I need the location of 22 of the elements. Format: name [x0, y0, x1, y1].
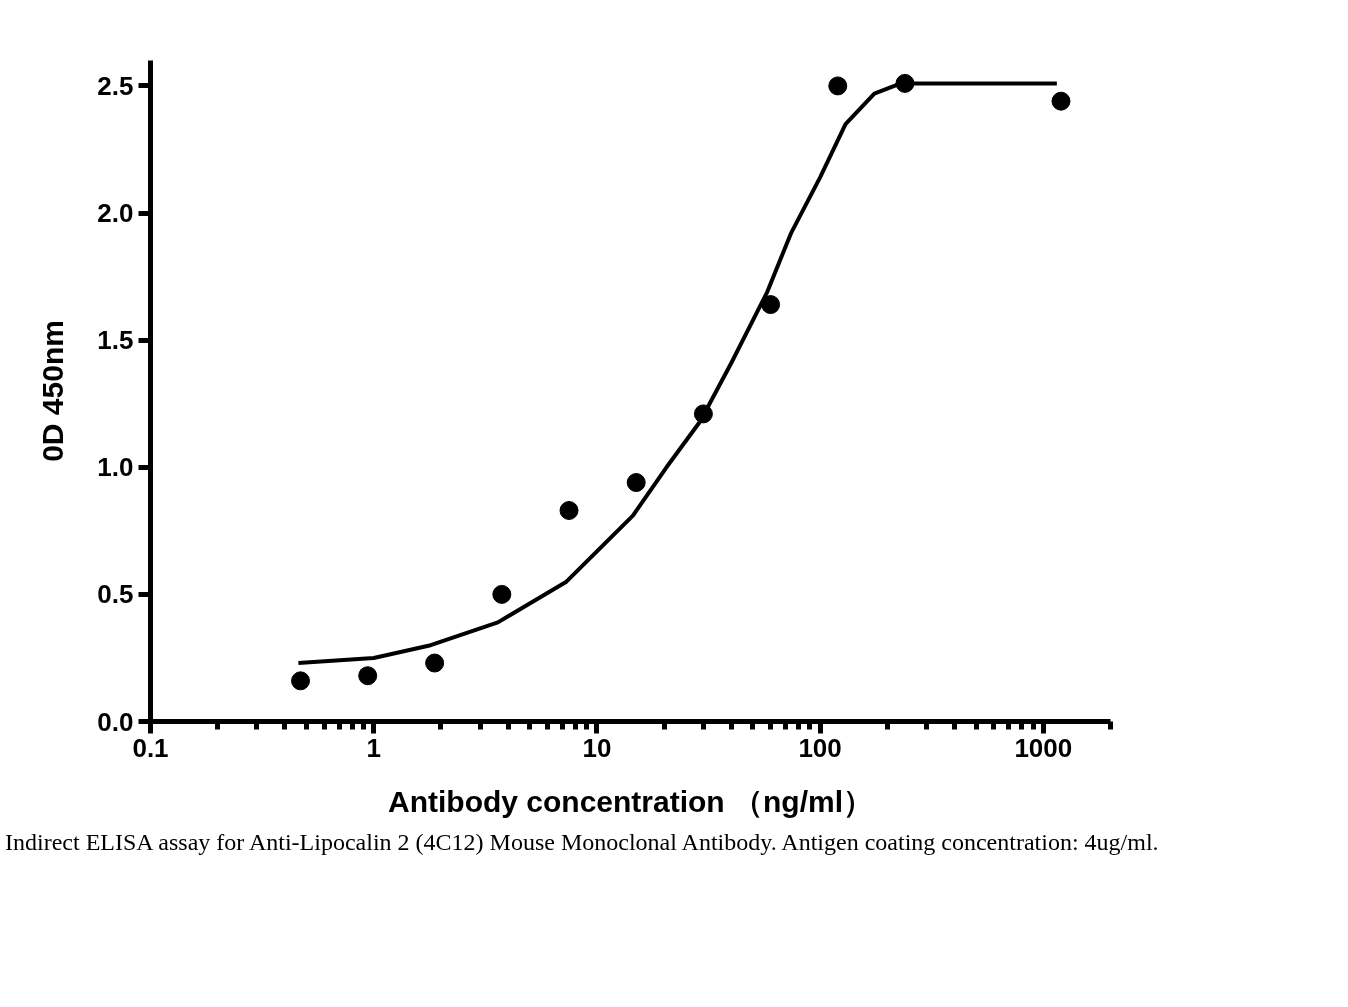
y-tick-label: 1.5	[97, 325, 134, 356]
point	[425, 653, 445, 673]
point	[761, 295, 781, 315]
y-tick-label: 2.5	[97, 70, 134, 101]
point	[291, 671, 311, 691]
point	[559, 501, 579, 520]
x-axis-title: Antibody concentration （ng/ml）	[388, 784, 873, 818]
text: Indirect ELISA assay for Anti-Lipocalin 2 (4C12) Mouse Monoclonal Antibody. Antigen coating concentration: 4ug/ml.	[5, 828, 1159, 857]
point	[828, 76, 848, 96]
x-tick-label: 10	[582, 732, 612, 763]
y-tick-label: 2.0	[97, 198, 134, 229]
point	[626, 473, 646, 493]
x-tick-label: 1	[366, 732, 381, 763]
point	[492, 584, 512, 604]
y-tick-label: 0.5	[97, 579, 134, 610]
y-tick-label: 1.0	[97, 452, 134, 483]
x-tick-label: 100	[798, 732, 842, 763]
x-tick-label: 0.1	[132, 732, 169, 763]
point	[358, 666, 378, 686]
y-axis-title: 0D 450nm	[36, 320, 70, 462]
x-tick-label: 1000	[1014, 732, 1073, 763]
y-tick-label: 0.0	[97, 706, 134, 737]
